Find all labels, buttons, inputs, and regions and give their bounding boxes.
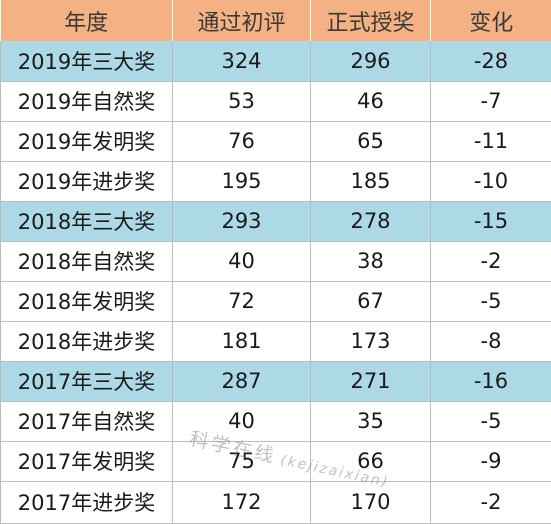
cell-preliminary: 172 [173,481,311,523]
cell-year: 2019年自然奖 [1,81,173,121]
cell-preliminary: 76 [173,121,311,161]
cell-awarded: 271 [311,361,431,401]
cell-awarded: 173 [311,321,431,361]
cell-preliminary: 40 [173,401,311,441]
cell-change: -16 [431,361,551,401]
cell-preliminary: 287 [173,361,311,401]
cell-awarded: 46 [311,81,431,121]
cell-awarded: 38 [311,241,431,281]
cell-change: -9 [431,441,551,481]
cell-awarded: 35 [311,401,431,441]
cell-change: -11 [431,121,551,161]
cell-preliminary: 40 [173,241,311,281]
cell-preliminary: 181 [173,321,311,361]
cell-awarded: 296 [311,41,431,81]
header-year: 年度 [1,0,173,41]
cell-change: -15 [431,201,551,241]
cell-awarded: 170 [311,481,431,523]
cell-change: -5 [431,401,551,441]
cell-year: 2018年进步奖 [1,321,173,361]
cell-year: 2019年发明奖 [1,121,173,161]
header-change: 变化 [431,0,551,41]
cell-year: 2017年自然奖 [1,401,173,441]
cell-year: 2017年发明奖 [1,441,173,481]
cell-change: -2 [431,481,551,523]
cell-awarded: 66 [311,441,431,481]
cell-awarded: 65 [311,121,431,161]
cell-awarded: 278 [311,201,431,241]
cell-year: 2018年发明奖 [1,281,173,321]
cell-preliminary: 324 [173,41,311,81]
table-header-row: 年度 通过初评 正式授奖 变化 [1,0,551,41]
header-awarded: 正式授奖 [311,0,431,41]
cell-change: -7 [431,81,551,121]
cell-year: 2017年三大奖 [1,361,173,401]
cell-preliminary: 72 [173,281,311,321]
cell-preliminary: 293 [173,201,311,241]
cell-preliminary: 75 [173,441,311,481]
cell-year: 2019年进步奖 [1,161,173,201]
cell-change: -10 [431,161,551,201]
cell-change: -5 [431,281,551,321]
cell-year: 2018年自然奖 [1,241,173,281]
cell-preliminary: 53 [173,81,311,121]
cell-preliminary: 195 [173,161,311,201]
cell-awarded: 67 [311,281,431,321]
cell-change: -8 [431,321,551,361]
cell-year: 2017年进步奖 [1,481,173,523]
header-preliminary: 通过初评 [173,0,311,41]
cell-change: -28 [431,41,551,81]
cell-awarded: 185 [311,161,431,201]
cell-year: 2019年三大奖 [1,41,173,81]
cell-year: 2018年三大奖 [1,201,173,241]
cell-change: -2 [431,241,551,281]
